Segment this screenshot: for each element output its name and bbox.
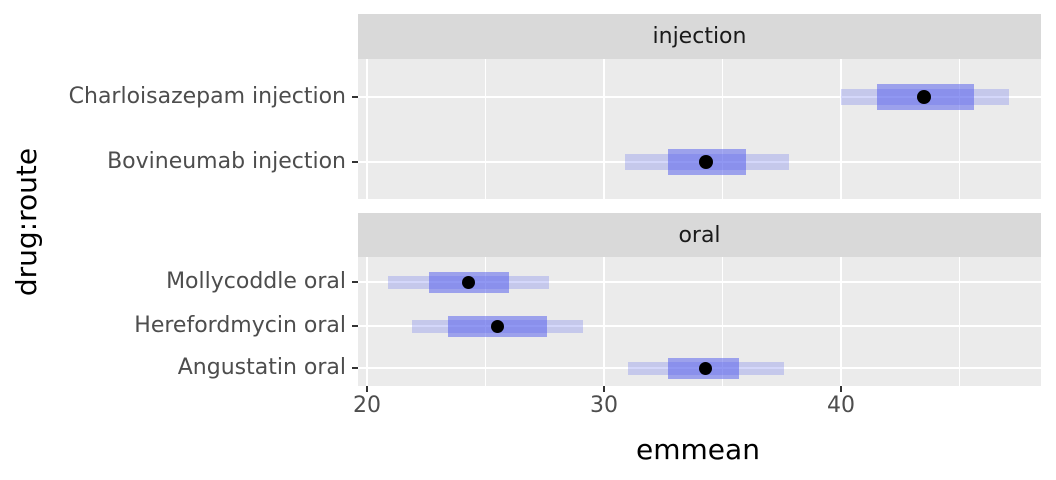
y-tick-mark bbox=[352, 325, 358, 327]
estimate-point bbox=[699, 361, 713, 375]
x-tick-mark bbox=[839, 386, 842, 392]
estimate-point bbox=[916, 90, 931, 104]
gridline-major-horizontal bbox=[358, 281, 1041, 283]
y-tick-label: Herefordmycin oral bbox=[134, 313, 346, 338]
y-tick-label: Mollycoddle oral bbox=[166, 269, 346, 294]
facet-strip: oral bbox=[358, 213, 1041, 257]
gridline-minor-vertical bbox=[484, 59, 486, 199]
facet-strip-label: injection bbox=[652, 24, 747, 49]
gridline-major-vertical bbox=[602, 257, 605, 386]
estimate-point bbox=[698, 155, 713, 169]
gridline-major-vertical bbox=[366, 257, 368, 386]
y-tick-mark bbox=[352, 96, 358, 98]
facet-strip-label: oral bbox=[678, 222, 721, 248]
y-tick-label: Charloisazepam injection bbox=[68, 84, 346, 109]
y-tick-mark bbox=[352, 161, 358, 163]
gridline-major-vertical bbox=[366, 59, 368, 199]
x-tick-mark bbox=[602, 386, 605, 392]
gridline-minor-vertical bbox=[958, 59, 960, 199]
y-tick-mark bbox=[352, 281, 358, 283]
estimate-point bbox=[490, 319, 504, 333]
gridline-minor-vertical bbox=[721, 59, 723, 199]
y-tick-label: Angustatin oral bbox=[177, 355, 346, 380]
x-tick-label: 20 bbox=[353, 393, 381, 418]
gridline-minor-vertical bbox=[721, 257, 723, 386]
estimate-point bbox=[462, 275, 476, 289]
y-tick-label: Bovineumab injection bbox=[107, 149, 346, 174]
gridline-major-vertical bbox=[602, 59, 605, 199]
gridline-major-horizontal bbox=[358, 325, 1041, 327]
facet-panel bbox=[358, 59, 1041, 199]
gridline-major-vertical bbox=[839, 257, 842, 386]
facet-panel bbox=[358, 257, 1041, 386]
x-tick-label: 30 bbox=[589, 393, 618, 418]
x-axis-title: emmean bbox=[636, 433, 760, 466]
x-tick-mark bbox=[366, 386, 368, 392]
gridline-major-vertical bbox=[839, 59, 842, 199]
y-axis-title: drug:route bbox=[10, 147, 43, 297]
x-tick-label: 40 bbox=[826, 393, 855, 418]
gridline-major-horizontal bbox=[358, 96, 1041, 98]
y-tick-mark bbox=[352, 367, 358, 369]
gridline-minor-vertical bbox=[958, 257, 960, 386]
facet-strip: injection bbox=[358, 14, 1041, 59]
